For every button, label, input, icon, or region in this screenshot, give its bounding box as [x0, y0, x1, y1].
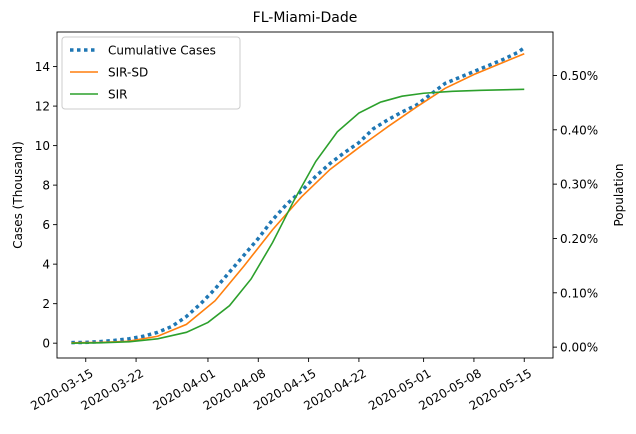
y-tick-label: 12 [35, 100, 50, 114]
series-line-sir-sd [71, 52, 525, 344]
legend-label: Cumulative Cases [108, 44, 216, 58]
y-tick-label: 6 [42, 218, 50, 232]
plot-frame [56, 31, 554, 359]
legend-label: SIR-SD [108, 66, 148, 80]
y2-tick-label: 0.30% [560, 178, 598, 192]
y-tick-label: 10 [35, 139, 50, 153]
y2-tick-label: 0.50% [560, 69, 598, 83]
y-tick-label: 8 [42, 179, 50, 193]
y2-tick-label: 0.10% [560, 286, 598, 300]
legend-label: SIR [108, 88, 128, 102]
y-tick-label: 4 [42, 258, 50, 272]
y2-tick-label: 0.00% [560, 341, 598, 355]
y2-axis-title: Population [612, 163, 626, 226]
series-line-cumulative-cases [71, 46, 526, 345]
y-tick-label: 14 [35, 60, 50, 74]
y-axis-title: Cases (Thousand) [11, 141, 25, 249]
series-line-sir [71, 88, 525, 344]
legend-box [61, 36, 241, 110]
y2-tick-label: 0.20% [560, 232, 598, 246]
y2-tick-label: 0.40% [560, 123, 598, 137]
y-tick-label: 2 [42, 297, 50, 311]
chart-title: FL-Miami-Dade [253, 10, 358, 26]
y-tick-label: 0 [42, 337, 50, 351]
